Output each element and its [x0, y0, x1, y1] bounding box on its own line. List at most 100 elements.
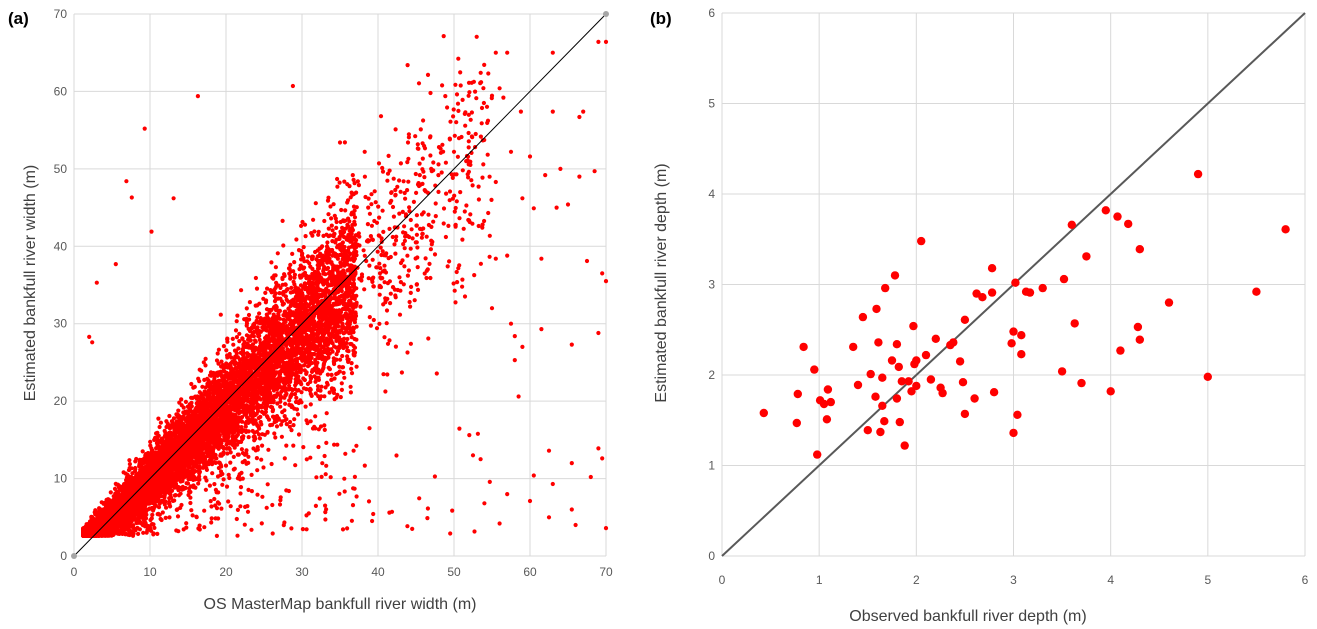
- data-point: [596, 39, 601, 45]
- data-point: [263, 290, 268, 295]
- data-point: [219, 506, 224, 511]
- data-point: [470, 135, 475, 140]
- data-point: [377, 271, 383, 276]
- data-point: [481, 86, 486, 91]
- data-point: [370, 257, 375, 262]
- data-point: [455, 280, 460, 285]
- data-point: [284, 417, 289, 422]
- data-point: [450, 175, 455, 180]
- data-point: [367, 315, 372, 320]
- data-point: [392, 242, 397, 247]
- data-point: [203, 356, 208, 361]
- data-point: [338, 395, 343, 400]
- data-point: [136, 531, 141, 537]
- data-point: [244, 448, 249, 453]
- data-point: [308, 264, 313, 269]
- data-point: [377, 292, 382, 297]
- data-point: [441, 206, 447, 211]
- data-point: [319, 384, 324, 389]
- data-point: [462, 111, 467, 116]
- data-point: [445, 264, 450, 269]
- data-point: [243, 424, 248, 429]
- data-point: [412, 298, 417, 303]
- data-point: [454, 199, 459, 204]
- data-point: [191, 385, 196, 390]
- data-point: [390, 285, 396, 290]
- data-point: [279, 422, 284, 427]
- data-point: [162, 495, 167, 500]
- data-point: [414, 213, 419, 218]
- data-point: [466, 145, 471, 150]
- data-point: [588, 474, 593, 480]
- data-point: [381, 372, 386, 377]
- data-point: [402, 238, 407, 243]
- data-point: [405, 350, 410, 355]
- data-point: [581, 109, 586, 114]
- data-point: [476, 184, 481, 189]
- data-point: [409, 284, 414, 289]
- data-point: [408, 341, 413, 346]
- data-point: [441, 221, 446, 226]
- data-point: [124, 179, 129, 184]
- data-point: [380, 249, 385, 254]
- data-point: [460, 237, 465, 242]
- data-point: [345, 348, 350, 353]
- data-point: [235, 452, 240, 457]
- data-point: [235, 507, 240, 512]
- data-point: [505, 50, 510, 55]
- data-point: [432, 474, 437, 479]
- data-point: [160, 510, 165, 515]
- data-point: [393, 238, 399, 243]
- data-point: [457, 263, 462, 268]
- data-point: [406, 179, 411, 184]
- data-point: [398, 161, 403, 166]
- data-point: [382, 263, 387, 268]
- data-point: [387, 226, 392, 231]
- data-point: [337, 140, 343, 145]
- data-point: [482, 501, 487, 506]
- data-point: [383, 389, 388, 394]
- data-point: [332, 376, 337, 381]
- data-point: [237, 331, 242, 336]
- data-point: [272, 431, 277, 436]
- data-point: [212, 496, 217, 502]
- data-point: [277, 502, 283, 507]
- data-point: [413, 171, 418, 177]
- data-point: [278, 404, 283, 409]
- data-point: [384, 321, 389, 326]
- data-point: [346, 216, 351, 221]
- data-point: [259, 457, 264, 462]
- data-point: [234, 319, 239, 324]
- data-point: [569, 342, 574, 347]
- data-point: [527, 154, 533, 159]
- data-point: [231, 467, 236, 472]
- data-point: [262, 405, 267, 410]
- data-point: [402, 246, 407, 251]
- data-point: [299, 257, 304, 262]
- data-point: [225, 451, 230, 456]
- data-point: [487, 254, 492, 259]
- data-point: [444, 191, 449, 196]
- data-point: [420, 156, 425, 161]
- data-point: [209, 516, 214, 521]
- data-point: [202, 525, 207, 530]
- data-point: [284, 443, 289, 448]
- data-point: [484, 104, 490, 109]
- data-point: [470, 183, 475, 188]
- data-point: [410, 526, 415, 532]
- data-point: [569, 507, 574, 512]
- data-point: [229, 355, 234, 360]
- data-point: [253, 275, 258, 281]
- data-point: [290, 251, 295, 256]
- data-point: [184, 521, 189, 526]
- data-point: [505, 253, 510, 258]
- data-point: [485, 152, 490, 157]
- data-point: [214, 533, 219, 539]
- data-point: [450, 508, 455, 513]
- data-point: [292, 417, 297, 422]
- data-point: [478, 261, 483, 266]
- data-point: [478, 70, 483, 75]
- data-point: [382, 335, 387, 340]
- data-point: [554, 205, 559, 210]
- data-point: [322, 427, 327, 432]
